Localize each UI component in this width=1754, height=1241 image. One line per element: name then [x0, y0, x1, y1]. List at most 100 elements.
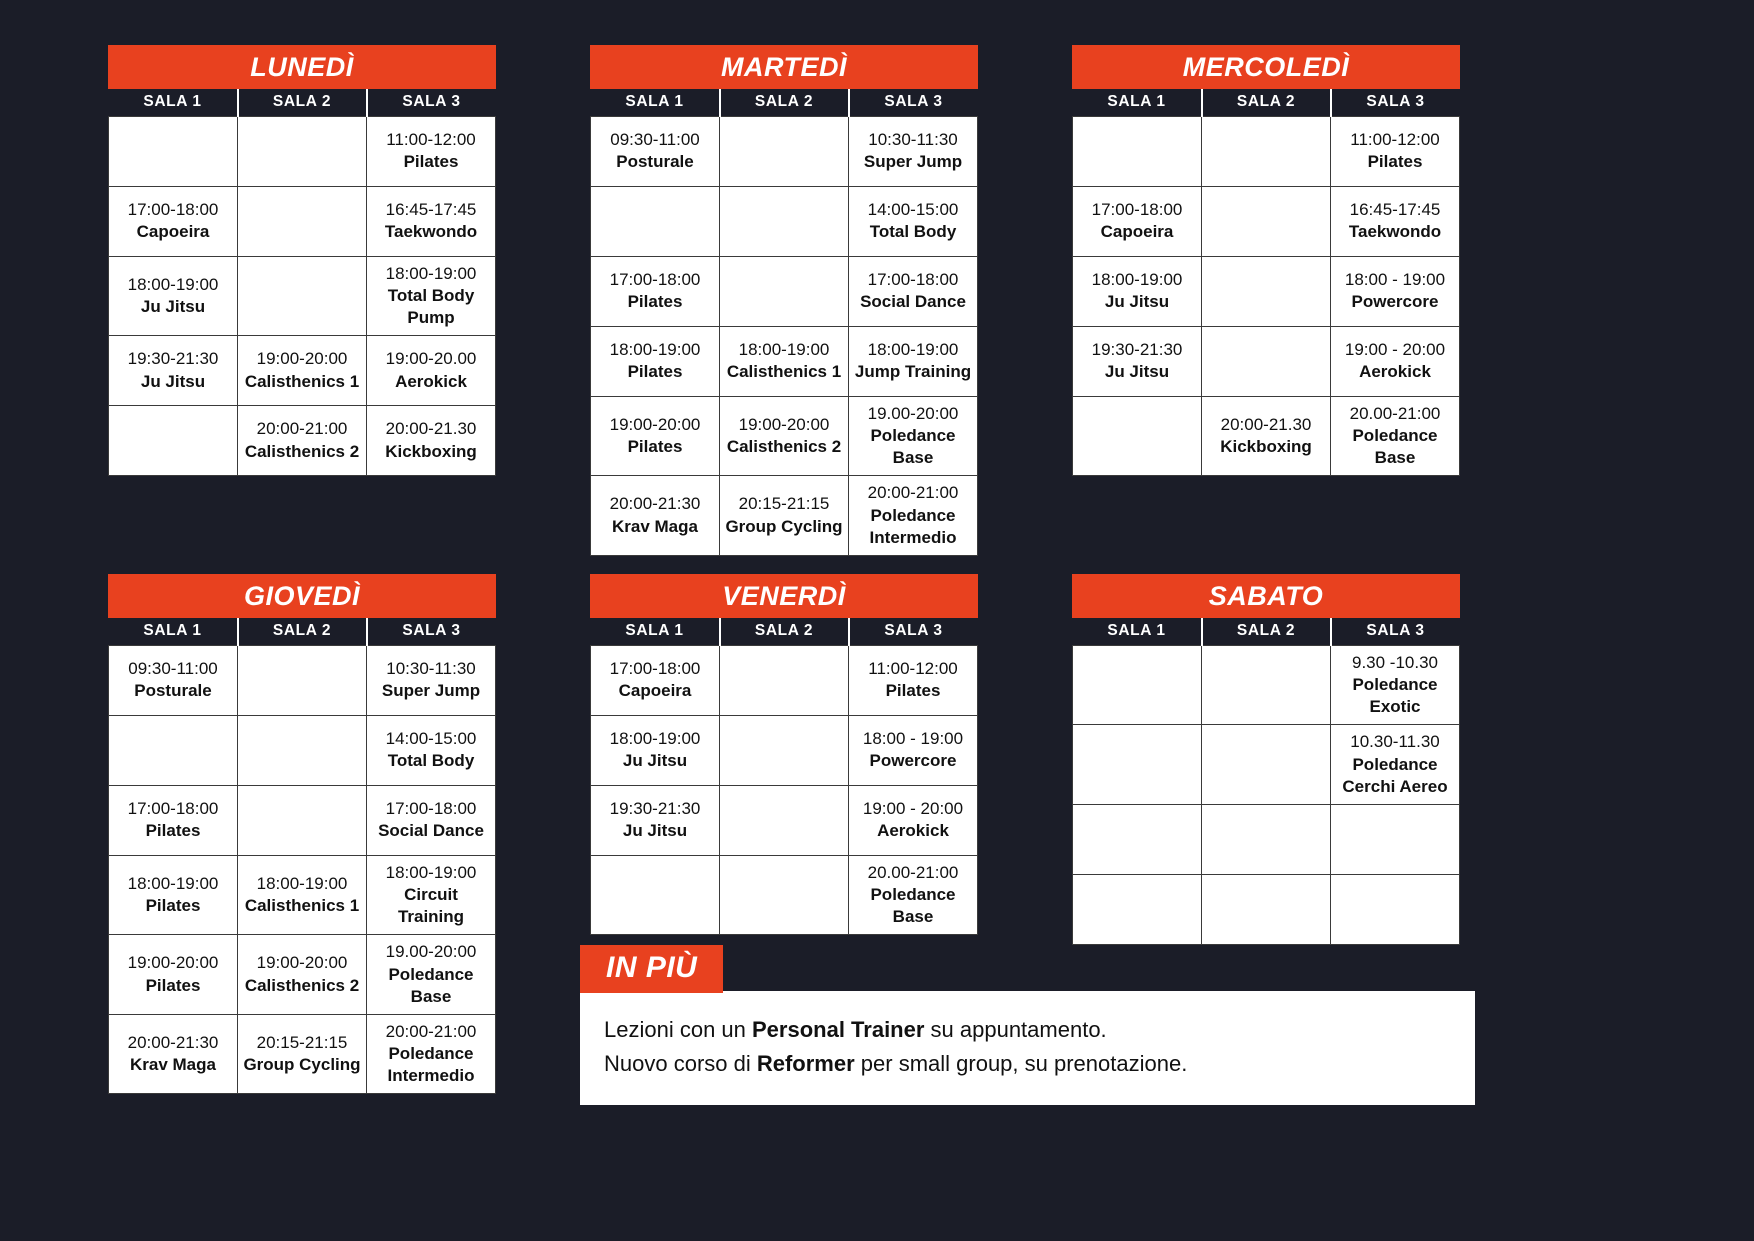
column-header-sala-2: SALA 2	[718, 89, 849, 116]
class-cell[interactable]: 18:00 - 19:00 Powercore	[1330, 255, 1460, 327]
class-cell[interactable]: 19.00-20:00 Poledance Base	[366, 934, 496, 1015]
class-cell[interactable]: 18:00-19:00 Pilates	[108, 854, 238, 936]
class-name: Powercore	[869, 751, 957, 771]
class-cell[interactable]: 20:00-21:00 Poledance Intermedio	[848, 475, 978, 556]
class-cell[interactable]: 19:00-20:00 Pilates	[590, 395, 720, 477]
schedule-table-lunedi: SALA 1 SALA 2 SALA 3 11:00-12:00 Pilates 1…	[108, 89, 496, 477]
column-header-sala-2: SALA 2	[718, 618, 849, 645]
empty-cell	[719, 115, 849, 187]
class-time: 18:00-19:00	[256, 873, 348, 893]
class-cell[interactable]: 17:00-18:00 Capoeira	[108, 185, 238, 257]
class-cell[interactable]: 17:00-18:00 Social Dance	[366, 784, 496, 856]
class-cell[interactable]: 19:00-20:00 Calisthenics 2	[719, 395, 849, 477]
empty-cell	[1072, 873, 1202, 945]
class-cell[interactable]: 18:00-19:00 Jump Training	[848, 325, 978, 397]
class-cell[interactable]: 10:30-11:30 Super Jump	[848, 115, 978, 187]
class-cell[interactable]: 16:45-17:45 Taekwondo	[366, 185, 496, 257]
class-cell[interactable]: 14:00-15:00 Total Body	[848, 185, 978, 257]
class-cell[interactable]: 19:00-20.00 Aerokick	[366, 335, 496, 407]
class-cell[interactable]: 10:30-11:30 Super Jump	[366, 644, 496, 716]
class-name: Poledance Intermedio	[387, 1044, 475, 1086]
class-cell[interactable]: 19.00-20:00 Poledance Base	[848, 395, 978, 477]
class-cell[interactable]: 18:00-19:00 Pilates	[590, 325, 720, 397]
class-cell[interactable]: 18:00-19:00 Calisthenics 1	[719, 325, 849, 397]
class-cell[interactable]: 20:00-21.30 Kickboxing	[1201, 395, 1331, 477]
class-cell[interactable]: 19:00 - 20:00 Aerokick	[848, 784, 978, 856]
class-cell[interactable]: 17:00-18:00 Pilates	[108, 784, 238, 856]
class-time: 11:00-12:00	[386, 129, 476, 149]
class-time: 19:30-21:30	[1091, 339, 1183, 359]
extra-info-body: Lezioni con un Personal Trainer su appun…	[580, 991, 1475, 1106]
class-cell[interactable]: 18:00-19:00 Calisthenics 1	[237, 854, 367, 936]
class-name: Calisthenics 1	[726, 362, 842, 382]
class-cell[interactable]: 14:00-15:00 Total Body	[366, 714, 496, 786]
class-cell[interactable]: 9.30 -10.30 Poledance Exotic	[1330, 644, 1460, 726]
class-cell[interactable]: 20:15-21:15 Group Cycling	[719, 475, 849, 556]
table-row: 17:00-18:00 Pilates 17:00-18:00 Social Danc…	[590, 255, 978, 327]
class-name: Taekwondo	[384, 222, 478, 242]
class-name: Pilates	[627, 362, 683, 382]
empty-cell	[108, 115, 238, 187]
column-header-sala-1: SALA 1	[1072, 618, 1202, 645]
class-name: Social Dance	[860, 292, 966, 312]
class-cell[interactable]: 11:00-12:00 Pilates	[848, 644, 978, 716]
class-cell[interactable]: 18:00-19:00 Ju Jitsu	[1072, 255, 1202, 327]
table-row: 18:00-19:00 Ju Jitsu 18:00-19:00 Total Body…	[108, 255, 496, 337]
class-cell[interactable]: 19:00-20:00 Calisthenics 1	[237, 335, 367, 407]
table-row: 14:00-15:00 Total Body	[108, 714, 496, 786]
class-time: 18:00-19:00	[867, 339, 959, 359]
table-header-row: SALA 1 SALA 2 SALA 3	[590, 89, 978, 116]
column-header-sala-2: SALA 2	[236, 89, 367, 116]
class-cell[interactable]: 18:00-19:00 Ju Jitsu	[590, 714, 720, 786]
class-cell[interactable]: 11:00-12:00 Pilates	[1330, 115, 1460, 187]
class-cell[interactable]: 19:00-20:00 Pilates	[108, 934, 238, 1015]
class-time: 09:30-11:00	[128, 658, 218, 678]
class-cell[interactable]: 09:30-11:00 Posturale	[108, 644, 238, 716]
class-cell[interactable]: 20.00-21:00 Poledance Base	[848, 854, 978, 936]
schedule-table-venerdi: SALA 1 SALA 2 SALA 3 17:00-18:00 Capoeira…	[590, 618, 978, 936]
class-name: Capoeira	[618, 681, 692, 701]
empty-cell	[1201, 115, 1331, 187]
class-cell[interactable]: 16:45-17:45 Taekwondo	[1330, 185, 1460, 257]
class-cell[interactable]: 17:00-18:00 Pilates	[590, 255, 720, 327]
table-row: 19:30-21:30 Ju Jitsu 19:00 - 20:00 Aerokick	[1072, 325, 1460, 397]
class-time: 20.00-21:00	[1349, 403, 1441, 423]
class-name: Pilates	[627, 292, 683, 312]
table-row: 19:00-20:00 Pilates 19:00-20:00 Calisthenic…	[590, 395, 978, 477]
table-row: 10.30-11.30 Poledance Cerchi Aereo	[1072, 724, 1460, 805]
class-cell[interactable]: 18:00-19:00 Circuit Training	[366, 854, 496, 936]
class-cell[interactable]: 19:30-21:30 Ju Jitsu	[108, 335, 238, 407]
class-cell[interactable]: 10.30-11.30 Poledance Cerchi Aereo	[1330, 724, 1460, 805]
empty-cell	[237, 714, 367, 786]
empty-cell	[590, 185, 720, 257]
class-name: Poledance Intermedio	[869, 505, 957, 547]
class-time: 20:00-21:00	[385, 1021, 477, 1041]
class-cell[interactable]: 18:00-19:00 Ju Jitsu	[108, 255, 238, 337]
class-cell[interactable]: 11:00-12:00 Pilates	[366, 115, 496, 187]
class-cell[interactable]: 20:00-21:00 Poledance Intermedio	[366, 1013, 496, 1095]
class-cell[interactable]: 20:00-21:30 Krav Maga	[590, 475, 720, 556]
class-cell[interactable]: 19:30-21:30 Ju Jitsu	[590, 784, 720, 856]
class-cell[interactable]: 17:00-18:00 Social Dance	[848, 255, 978, 327]
column-header-sala-1: SALA 1	[1072, 89, 1202, 116]
class-time: 18:00-19:00	[609, 339, 701, 359]
class-time: 20:00-21:30	[609, 494, 701, 514]
class-name: Super Jump	[381, 681, 481, 701]
class-cell[interactable]: 20:15-21:15 Group Cycling	[237, 1013, 367, 1095]
day-title-venerdi: VENERDÌ	[590, 574, 978, 618]
class-cell[interactable]: 18:00-19:00 Total Body Pump	[366, 255, 496, 337]
class-cell[interactable]: 20:00-21:00 Calisthenics 2	[237, 405, 367, 477]
table-row: 20.00-21:00 Poledance Base	[590, 854, 978, 936]
class-cell[interactable]: 20.00-21:00 Poledance Base	[1330, 395, 1460, 477]
class-time: 19.00-20:00	[867, 403, 959, 423]
class-cell[interactable]: 18:00 - 19:00 Powercore	[848, 714, 978, 786]
class-cell[interactable]: 17:00-18:00 Capoeira	[590, 644, 720, 716]
class-cell[interactable]: 19:00-20:00 Calisthenics 2	[237, 934, 367, 1015]
class-cell[interactable]: 19:30-21:30 Ju Jitsu	[1072, 325, 1202, 397]
class-cell[interactable]: 17:00-18:00 Capoeira	[1072, 185, 1202, 257]
column-header-sala-1: SALA 1	[108, 618, 238, 645]
class-cell[interactable]: 19:00 - 20:00 Aerokick	[1330, 325, 1460, 397]
class-cell[interactable]: 20:00-21.30 Kickboxing	[366, 405, 496, 477]
class-cell[interactable]: 20:00-21:30 Krav Maga	[108, 1013, 238, 1095]
class-cell[interactable]: 09:30-11:00 Posturale	[590, 115, 720, 187]
